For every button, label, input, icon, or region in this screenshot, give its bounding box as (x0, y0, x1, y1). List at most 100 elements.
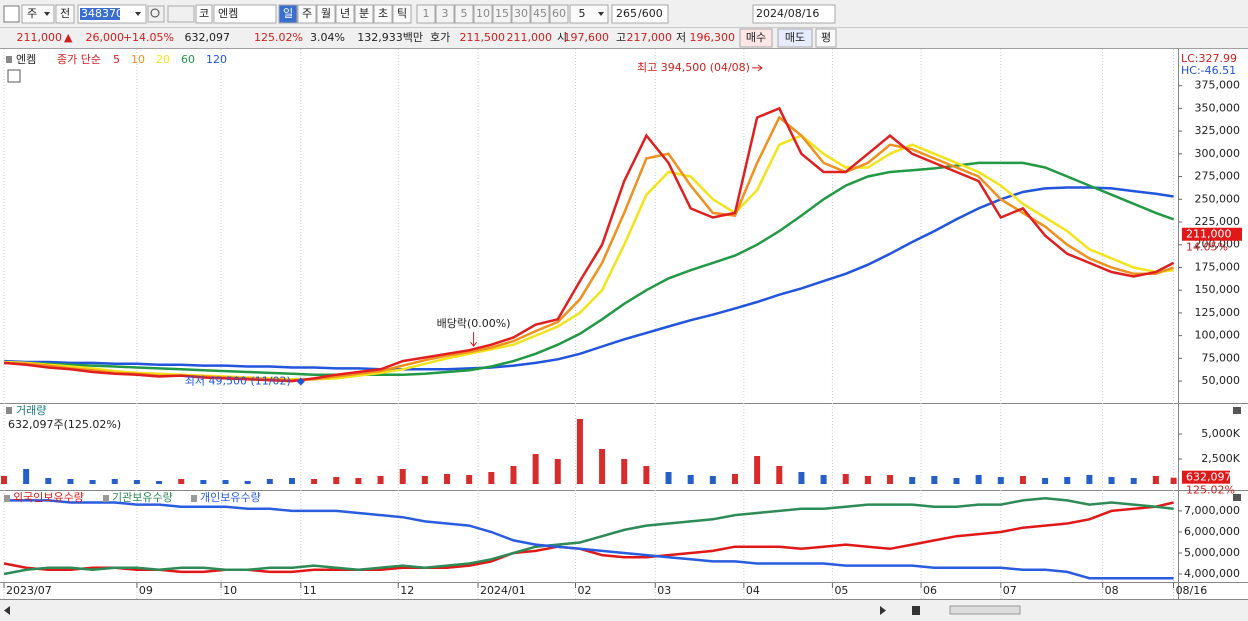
legend-icon (191, 495, 197, 502)
label: LC:327.99 (1181, 52, 1237, 65)
period-button[interactable] (316, 4, 336, 24)
label: 14.05% (1186, 241, 1228, 254)
date-input[interactable] (752, 4, 836, 24)
minute-button[interactable] (549, 4, 569, 24)
search-icon (150, 8, 160, 18)
label: 5,000,000 (1184, 546, 1240, 559)
volume-bar (776, 466, 783, 484)
minute-button[interactable] (473, 4, 493, 24)
volume-bar (709, 476, 716, 484)
menu-icon[interactable] (3, 5, 20, 23)
label: 120 (206, 53, 227, 66)
period-button[interactable] (354, 4, 374, 24)
name-input[interactable] (213, 4, 277, 24)
button[interactable] (21, 4, 55, 24)
label: 60 (552, 7, 566, 20)
label: 3.04% (310, 31, 345, 44)
dropdown-arrow[interactable] (135, 12, 141, 16)
label: 2,500K (1201, 452, 1240, 465)
button[interactable] (569, 4, 609, 24)
volume-bar (975, 475, 982, 484)
label: 저 (676, 31, 686, 44)
scrollbar[interactable] (0, 600, 1248, 621)
label: 7,000,000 (1184, 504, 1240, 517)
label: 375,000 (1195, 79, 1241, 92)
label: 100,000 (1195, 329, 1241, 342)
zoom-slider[interactable] (949, 605, 1021, 615)
period-button[interactable] (297, 4, 317, 24)
label: 325,000 (1195, 124, 1241, 137)
button[interactable] (55, 4, 75, 24)
button[interactable] (815, 28, 837, 48)
minute-button[interactable] (511, 4, 531, 24)
minute-button[interactable] (435, 4, 455, 24)
scroll-left[interactable] (4, 606, 10, 615)
series-line (3, 501, 1174, 574)
volume-bar (554, 459, 561, 484)
search-button[interactable] (147, 5, 165, 23)
label: 엔켐 (16, 53, 36, 66)
label: 5 (579, 7, 586, 20)
label: 초 (378, 7, 388, 20)
period-button[interactable] (278, 4, 298, 24)
close-panel[interactable] (1233, 494, 1241, 501)
volume-bar (909, 477, 916, 484)
volume-bar (222, 480, 229, 484)
volume-bar (244, 481, 251, 484)
minute-button[interactable] (530, 4, 550, 24)
scroll-right[interactable] (880, 606, 886, 615)
volume-bar (1086, 475, 1093, 484)
label: 기관보유수량 (112, 491, 173, 504)
volume-bar (311, 479, 318, 484)
tool-icons[interactable] (674, 6, 752, 22)
label: 211,000 (1186, 228, 1232, 241)
label: 04 (746, 584, 760, 597)
volume-bar (820, 475, 827, 484)
label: 348370 (81, 7, 123, 20)
label: 05 (834, 584, 848, 597)
label: 15 (495, 7, 509, 20)
label: 132,933백만 (357, 31, 423, 44)
button[interactable] (739, 28, 773, 48)
volume-bar (532, 454, 539, 484)
close-panel[interactable] (1233, 407, 1241, 414)
period-button[interactable] (373, 4, 393, 24)
label: 45 (533, 7, 547, 20)
label: 틱 (397, 7, 407, 20)
volume-bar (687, 475, 694, 484)
volume-bar (599, 449, 606, 484)
volume-bar (355, 478, 362, 484)
period-button[interactable] (335, 4, 355, 24)
series-line (3, 106, 1175, 383)
volume-bar (1152, 476, 1159, 484)
series-line (4, 499, 1174, 580)
minute-button[interactable] (454, 4, 474, 24)
volume-bar (178, 479, 185, 484)
minute-button[interactable] (416, 4, 436, 24)
label: 275,000 (1195, 170, 1241, 183)
label: 매수 (746, 31, 766, 44)
label: 08/16 (1176, 584, 1208, 597)
button[interactable] (195, 4, 213, 24)
volume-bar (887, 475, 894, 484)
label: 02 (577, 584, 591, 597)
calendar-icon[interactable] (7, 69, 21, 83)
label: 150,000 (1195, 283, 1241, 296)
volume-bar (377, 476, 384, 484)
minute-button[interactable] (492, 4, 512, 24)
label: 시 (557, 31, 567, 44)
selection (80, 8, 120, 20)
dropdown-arrow[interactable] (44, 12, 50, 16)
button[interactable] (777, 28, 813, 48)
dropdown-arrow[interactable] (598, 12, 604, 16)
count-input[interactable] (611, 4, 669, 24)
label: 10 (223, 584, 237, 597)
stop-button[interactable] (912, 606, 920, 615)
label: 10 (476, 7, 490, 20)
volume-bar (621, 459, 628, 484)
period-button[interactable] (392, 4, 412, 24)
label: 632,097주(125.02%) (8, 418, 121, 431)
sound-button[interactable] (167, 5, 195, 23)
label: 06 (923, 584, 937, 597)
label: 종가 단순 (57, 53, 101, 66)
